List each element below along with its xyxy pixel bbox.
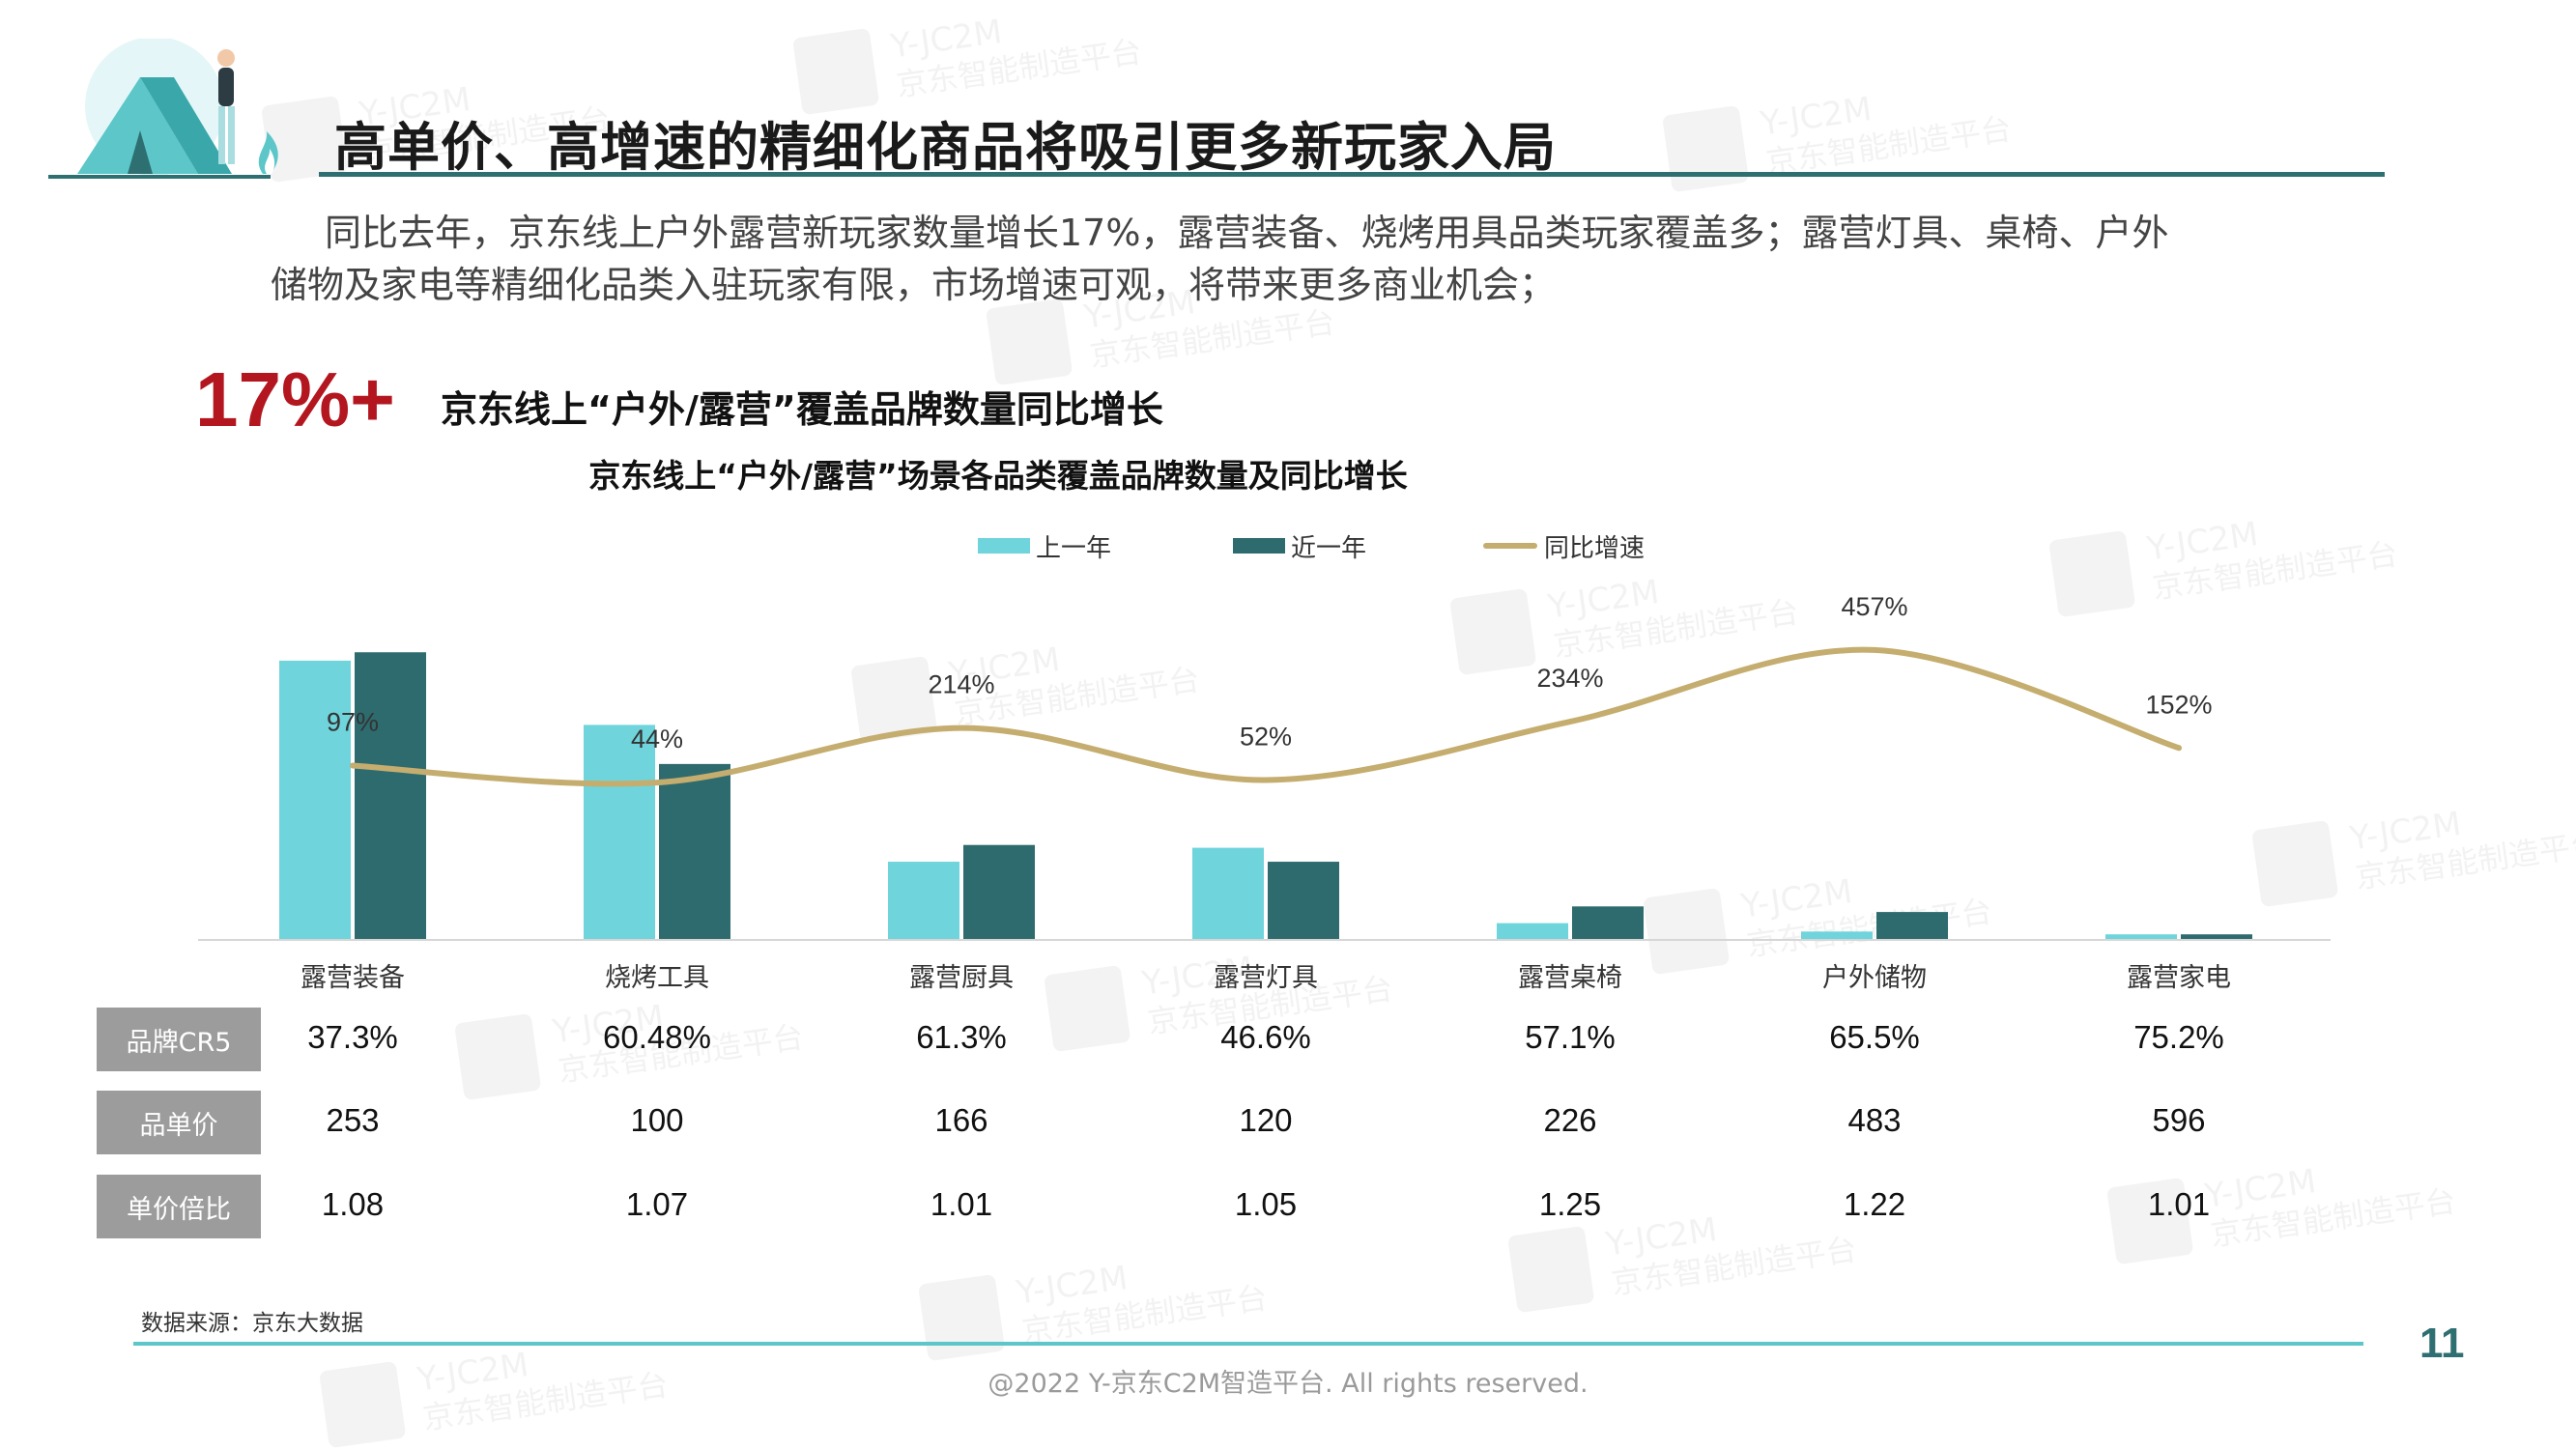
bar-2-7 <box>2181 934 2252 940</box>
x-tick-label-5: 露营桌椅 <box>1518 963 1622 993</box>
x-tick-label-2: 烧烤工具 <box>605 963 709 993</box>
growth-data-label-2: 44% <box>631 724 683 753</box>
growth-data-label-6: 457% <box>1841 592 1907 621</box>
table-cell: 1.01 <box>2147 1186 2211 1222</box>
copyright-text: @2022 Y-京东C2M智造平台. All rights reserved. <box>987 1369 1589 1399</box>
page-number: 11 <box>2419 1320 2465 1367</box>
watermark-mark <box>793 28 879 115</box>
table-cell: 596 <box>2152 1102 2206 1138</box>
growth-line-path <box>350 646 2182 787</box>
title-underline <box>319 172 2385 177</box>
table-cell: 120 <box>1239 1102 1293 1138</box>
bar-1-3 <box>888 862 959 940</box>
chart-title: 京东线上“户外/露营”场景各品类覆盖品牌数量及同比增长 <box>588 457 1407 495</box>
growth-line-series: 97% 44% 214% 52% 234% 457% 152% <box>327 592 2213 787</box>
intro-line-1: 同比去年，京东线上户外露营新玩家数量增长17%，露营装备、烧烤用具品类玩家覆盖多… <box>325 212 2169 254</box>
bar-2-4 <box>1268 862 1339 940</box>
watermark-line-2: 京东智能制造平台 <box>894 33 1144 103</box>
watermark-mark <box>987 298 1073 385</box>
watermark-mark <box>919 1274 1005 1361</box>
table-cell: 1.01 <box>930 1186 993 1222</box>
x-tick-label-6: 户外储物 <box>1822 963 1927 993</box>
bar-series <box>279 652 2252 940</box>
footer-rule <box>133 1342 2363 1346</box>
legend-label-3: 同比增速 <box>1544 534 1645 563</box>
bar-2-1 <box>355 652 426 940</box>
table-cell: 1.22 <box>1843 1186 1906 1222</box>
growth-data-label-1: 97% <box>327 708 379 737</box>
bar-2-3 <box>963 844 1035 940</box>
table-cell: 1.25 <box>1538 1186 1602 1222</box>
legend-swatch-2 <box>1233 538 1285 554</box>
growth-data-label-5: 234% <box>1536 664 1603 693</box>
brand-count-chart: 京东线上“户外/露营”场景各品类覆盖品牌数量及同比增长 上一年 近一年 同比增速 9… <box>198 457 2331 993</box>
legend-label-2: 近一年 <box>1291 534 1366 563</box>
growth-data-label-3: 214% <box>928 670 994 699</box>
table-cell: 65.5% <box>1829 1019 1920 1055</box>
watermark-line-2: 京东智能制造平台 <box>1609 1231 1859 1301</box>
table-cell: 1.08 <box>321 1186 385 1222</box>
intro-line-2: 储物及家电等精细化品类入驻玩家有限，市场增速可观，将带来更多商业机会； <box>271 264 1557 306</box>
table-cell: 483 <box>1847 1102 1902 1138</box>
table-row-label: 品牌CR5 <box>97 1008 261 1071</box>
watermark-mark <box>455 1013 541 1100</box>
bar-2-5 <box>1572 906 1644 940</box>
camping-tent-illustration <box>48 39 278 179</box>
watermark-line-2: 京东智能制造平台 <box>1087 303 1337 374</box>
legend-label-1: 上一年 <box>1036 534 1111 563</box>
table-cell: 37.3% <box>307 1019 398 1055</box>
chart-legend: 上一年 近一年 同比增速 <box>978 534 1645 563</box>
page-title: 高单价、高增速的精细化商品将吸引更多新玩家入局 <box>334 117 1557 178</box>
table-cell: 60.48% <box>603 1019 711 1055</box>
highlight-value: 17%+ <box>195 356 395 442</box>
x-tick-label-3: 露营厨具 <box>909 963 1014 993</box>
table-cell: 1.05 <box>1234 1186 1298 1222</box>
x-tick-label-7: 露营家电 <box>2127 963 2231 993</box>
watermark-mark <box>1508 1226 1594 1313</box>
table-cell: 226 <box>1543 1102 1597 1138</box>
bar-1-6 <box>1801 931 1873 940</box>
watermark-line-2: 京东智能制造平台 <box>1763 110 2014 181</box>
watermark-line-1: Y-JC2M <box>1013 1259 1130 1313</box>
x-axis-tick-labels: 露营装备 烧烤工具 露营厨具 露营灯具 露营桌椅 户外储物 露营家电 <box>301 963 2231 993</box>
table-row-label: 品单价 <box>97 1091 261 1154</box>
table-cell: 57.1% <box>1525 1019 1616 1055</box>
watermark-mark <box>1663 105 1749 192</box>
table-row-label: 单价倍比 <box>97 1175 261 1238</box>
data-source: 数据来源：京东大数据 <box>141 1311 363 1336</box>
bar-1-5 <box>1497 923 1568 940</box>
table-cell: 61.3% <box>916 1019 1007 1055</box>
growth-data-label-4: 52% <box>1240 722 1292 751</box>
legend-swatch-1 <box>978 538 1030 554</box>
intro-paragraph: 同比去年，京东线上户外露营新玩家数量增长17%，露营装备、烧烤用具品类玩家覆盖多… <box>271 207 2425 311</box>
table-cell: 1.07 <box>625 1186 689 1222</box>
watermark-line-1: Y-JC2M <box>1757 90 1874 144</box>
x-tick-label-1: 露营装备 <box>301 963 405 993</box>
table-cell: 166 <box>934 1102 988 1138</box>
table-cell: 75.2% <box>2133 1019 2224 1055</box>
bar-1-2 <box>584 724 655 940</box>
watermark-line-2: 京东智能制造平台 <box>1019 1279 1270 1350</box>
bar-1-7 <box>2105 934 2177 940</box>
table-cell: 46.6% <box>1220 1019 1311 1055</box>
x-tick-label-4: 露营灯具 <box>1214 963 1318 993</box>
bar-2-6 <box>1876 912 1948 940</box>
table-cell: 100 <box>630 1102 684 1138</box>
bar-2-2 <box>659 763 730 940</box>
highlight-text: 京东线上“户外/露营”覆盖品牌数量同比增长 <box>441 388 1163 431</box>
growth-data-label-7: 152% <box>2145 690 2212 719</box>
watermark-line-1: Y-JC2M <box>887 13 1004 67</box>
table-cell: 253 <box>326 1102 380 1138</box>
bar-1-1 <box>279 660 351 940</box>
bar-1-4 <box>1192 847 1264 940</box>
